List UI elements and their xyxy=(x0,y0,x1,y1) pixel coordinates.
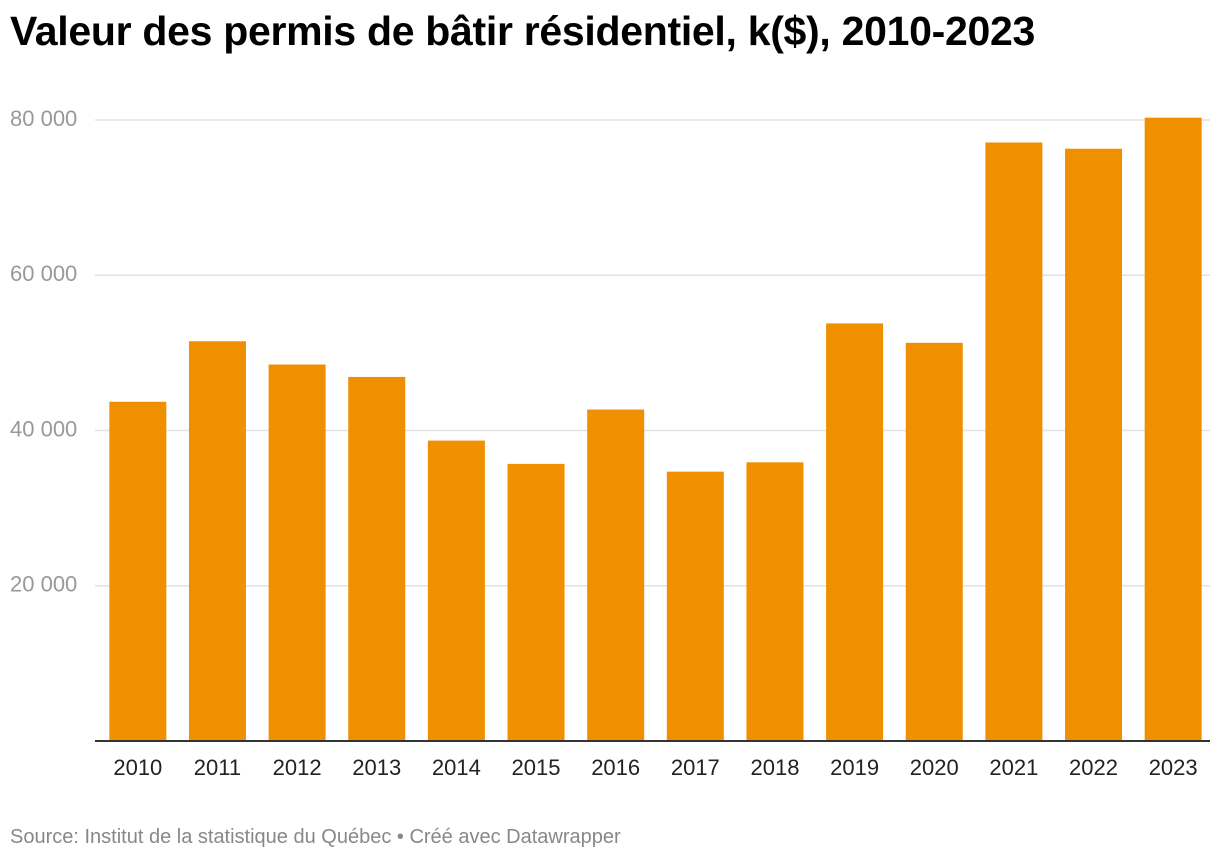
bar-2019 xyxy=(826,323,884,741)
bar-2022 xyxy=(1065,148,1123,741)
x-tick-label: 2011 xyxy=(194,755,241,780)
x-tick-label: 2014 xyxy=(432,755,481,780)
x-tick-label: 2022 xyxy=(1069,755,1118,780)
bar-2012 xyxy=(268,364,326,741)
x-tick-label: 2021 xyxy=(989,755,1038,780)
x-tick-label: 2019 xyxy=(830,755,879,780)
axes: 20 000 40 000 60 000 80 000 2010 2011 2012 2013… xyxy=(10,106,1210,780)
bar-2020 xyxy=(905,342,963,741)
x-tick-label: 2018 xyxy=(750,755,799,780)
y-tick-label: 80 000 xyxy=(10,106,77,131)
x-tick-label: 2023 xyxy=(1149,755,1198,780)
gridlines xyxy=(95,119,1210,587)
chart-title: Valeur des permis de bâtir résidentiel, … xyxy=(10,8,1035,54)
y-tick-label: 60 000 xyxy=(10,261,77,286)
bars xyxy=(109,117,1202,742)
source-note: Source: Institut de la statistique du Qu… xyxy=(10,826,621,848)
x-tick-label: 2015 xyxy=(512,755,561,780)
bar-2010 xyxy=(109,401,167,741)
bar-2021 xyxy=(985,142,1043,742)
x-tick-label: 2020 xyxy=(910,755,959,780)
bar-2018 xyxy=(746,462,804,741)
bar-2013 xyxy=(348,376,406,741)
x-tick-label: 2010 xyxy=(113,755,162,780)
y-tick-label: 20 000 xyxy=(10,572,77,597)
bar-2014 xyxy=(427,440,485,741)
x-tick-label: 2012 xyxy=(273,755,322,780)
x-tick-label: 2013 xyxy=(352,755,401,780)
bar-2023 xyxy=(1144,117,1202,741)
y-tick-label: 40 000 xyxy=(10,416,77,441)
bar-2015 xyxy=(507,463,565,741)
bar-2011 xyxy=(188,341,246,741)
x-tick-label: 2017 xyxy=(671,755,720,780)
bar-2016 xyxy=(587,409,645,741)
x-tick-label: 2016 xyxy=(591,755,640,780)
bar-2017 xyxy=(666,471,724,741)
